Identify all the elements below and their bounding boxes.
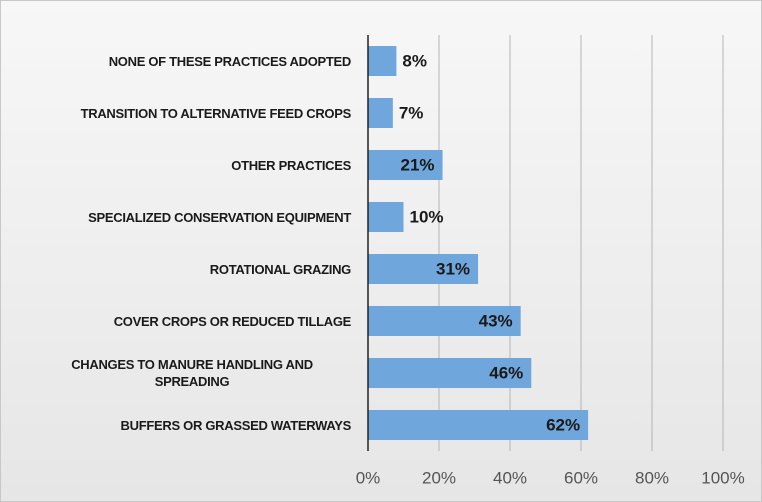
- category-label-box: SPECIALIZED CONSERVATION EQUIPMENT: [88, 195, 351, 239]
- category-label-box: CHANGES TO MANURE HANDLING AND SPREADING: [33, 351, 351, 395]
- bar: [368, 254, 479, 284]
- value-label: 62%: [546, 415, 580, 434]
- y-tick-label: COVER CROPS OR REDUCED TILLAGE: [113, 313, 352, 329]
- bar: [368, 410, 589, 440]
- category-label-box: BUFFERS OR GRASSED WATERWAYS: [120, 403, 352, 447]
- bar: [368, 306, 521, 336]
- x-tick-label: 80%: [635, 468, 669, 487]
- category-label-box: TRANSITION TO ALTERNATIVE FEED CROPS: [80, 91, 352, 135]
- value-label: 8%: [402, 51, 427, 70]
- bar: [368, 150, 443, 180]
- value-label: 7%: [399, 103, 424, 122]
- value-label: 21%: [401, 155, 435, 174]
- category-label-box: NONE OF THESE PRACTICES ADOPTED: [108, 39, 352, 83]
- x-tick-label: 20%: [422, 468, 456, 487]
- value-label: 43%: [479, 311, 513, 330]
- category-label-box: OTHER PRACTICES: [231, 143, 351, 187]
- y-tick-label: OTHER PRACTICES: [231, 157, 351, 173]
- x-tick-label: 60%: [564, 468, 598, 487]
- category-label-box: ROTATIONAL GRAZING: [209, 247, 352, 291]
- bar: [368, 98, 393, 128]
- y-tick-label: NONE OF THESE PRACTICES ADOPTED: [108, 53, 352, 69]
- value-label: 31%: [436, 259, 470, 278]
- bar: [368, 358, 532, 388]
- y-tick-label: TRANSITION TO ALTERNATIVE FEED CROPS: [80, 105, 352, 121]
- y-tick-label: CHANGES TO MANURE HANDLING AND SPREADING: [71, 357, 313, 389]
- x-tick-label: 100%: [701, 468, 744, 487]
- value-label: 46%: [489, 363, 523, 382]
- y-tick-label: BUFFERS OR GRASSED WATERWAYS: [120, 417, 352, 433]
- bar: [368, 202, 404, 232]
- x-tick-label: 0%: [356, 468, 381, 487]
- x-tick-label: 40%: [493, 468, 527, 487]
- y-tick-label: SPECIALIZED CONSERVATION EQUIPMENT: [88, 209, 351, 225]
- bar: [368, 46, 397, 76]
- y-tick-label: ROTATIONAL GRAZING: [209, 261, 352, 277]
- value-label: 10%: [410, 207, 444, 226]
- category-label-box: COVER CROPS OR REDUCED TILLAGE: [113, 299, 352, 343]
